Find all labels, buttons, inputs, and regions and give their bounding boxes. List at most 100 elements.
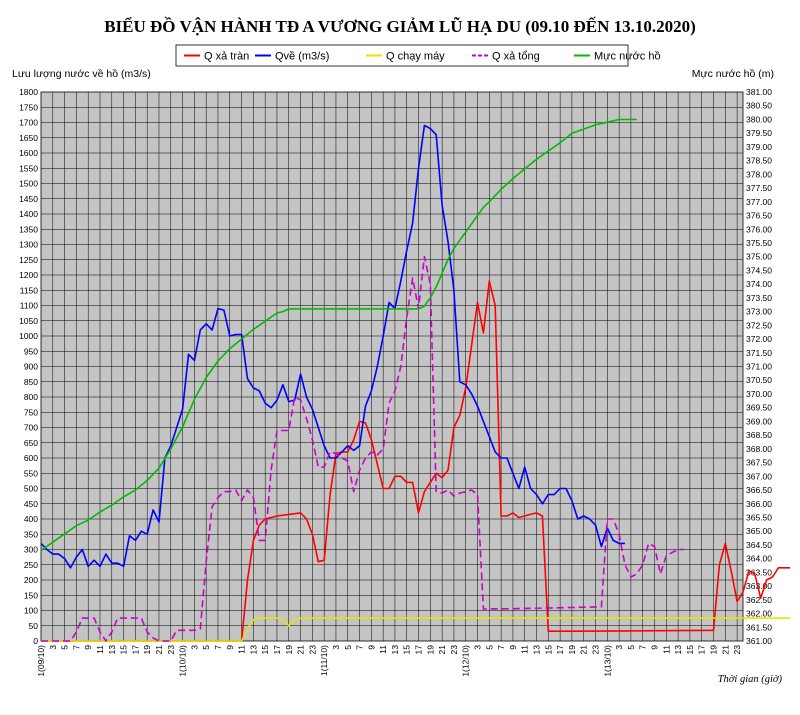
y-tick-label-left: 250 — [24, 560, 38, 570]
x-tick-label: 21 — [154, 645, 164, 655]
x-tick-label: 23 — [307, 645, 317, 655]
y-tick-label-left: 200 — [24, 575, 38, 585]
y-tick-label-left: 50 — [29, 621, 39, 631]
y-tick-label-right: 369.00 — [746, 416, 772, 426]
x-tick-label: 13 — [673, 645, 683, 655]
x-tick-label: 17 — [130, 645, 140, 655]
y-tick-label-right: 380.00 — [746, 114, 772, 124]
series-line-4 — [41, 255, 684, 642]
y-tick-label-right: 365.50 — [746, 512, 772, 522]
x-tick-label: 23 — [732, 645, 742, 655]
y-tick-label-left: 300 — [24, 545, 38, 555]
x-tick-label: 21 — [437, 645, 447, 655]
y-tick-label-left: 800 — [24, 392, 38, 402]
x-tick-label: 17 — [414, 645, 424, 655]
y-tick-label-left: 350 — [24, 529, 38, 539]
y-tick-label-right: 375.00 — [746, 252, 772, 262]
x-tick-label: 21 — [296, 645, 306, 655]
y-tick-label-left: 1650 — [19, 133, 38, 143]
y-tick-label-right: 364.50 — [746, 540, 772, 550]
y-tick-label-right: 372.50 — [746, 320, 772, 330]
x-tick-label: 3 — [614, 645, 624, 650]
x-tick-label: 23 — [449, 645, 459, 655]
x-axis: 1(09/10) 3 5 7 9 11 13 15 17 19 21 23 1(10/10) 3 5 7 9 11… — [36, 645, 742, 677]
y-tick-label-left: 1150 — [20, 285, 39, 295]
legend-box — [175, 44, 629, 67]
y-tick-label-left: 1400 — [19, 209, 38, 219]
x-tick-label: 7 — [638, 645, 648, 650]
x-tick-label: 1(12/10) — [461, 645, 471, 677]
x-tick-label: 11 — [237, 645, 247, 654]
y-tick-label-left: 750 — [24, 407, 38, 417]
x-tick-label: 3 — [189, 645, 199, 650]
legend: Q xả tràn Qvề (m3/s) Q chạy máy Q xả tổng Mự… — [175, 44, 661, 67]
y-tick-label-left: 900 — [24, 362, 38, 372]
y-tick-label-right: 369.50 — [746, 403, 772, 413]
x-tick-label: 1(10/10) — [178, 645, 188, 677]
x-tick-label: 23 — [591, 645, 601, 655]
y-tick-label-left: 1550 — [19, 163, 38, 173]
series-line-2 — [40, 124, 625, 569]
x-tick-label: 15 — [543, 645, 553, 655]
y-tick-label-right: 368.50 — [746, 430, 772, 440]
y-tick-label-right: 363.50 — [746, 567, 772, 577]
y-axis-title-right: Mực nước hồ (m) — [692, 68, 774, 80]
y-tick-label-right: 371.00 — [746, 362, 772, 372]
y-tick-label-right: 366.00 — [746, 499, 772, 509]
y-tick-label-right: 375.50 — [746, 238, 772, 248]
y-tick-label-right: 370.50 — [746, 375, 772, 385]
x-tick-label: 17 — [272, 645, 282, 655]
x-tick-label: 15 — [402, 645, 412, 655]
x-tick-label: 5 — [343, 645, 353, 650]
y-tick-label-left: 1200 — [19, 270, 38, 280]
x-tick-label: 11 — [95, 645, 105, 654]
y-tick-label-right: 362.50 — [746, 595, 772, 605]
x-tick-label: 1(09/10) — [36, 645, 46, 677]
x-tick-label: 7 — [496, 645, 506, 650]
y-tick-label-right: 370.00 — [746, 389, 772, 399]
x-tick-label: 11 — [378, 645, 388, 654]
y-tick-label-right: 361.00 — [746, 636, 772, 646]
x-tick-label: 11 — [661, 645, 671, 654]
x-tick-label: 5 — [626, 645, 636, 650]
chart-title: BIỂU ĐỒ VẬN HÀNH TĐ A VƯƠNG GIẢM LŨ HẠ D… — [104, 16, 696, 36]
y-tick-label-left: 450 — [24, 499, 38, 509]
y-tick-label-right: 377.50 — [746, 183, 772, 193]
x-axis-title: Thời gian (giờ) — [718, 674, 783, 685]
x-tick-label: 19 — [284, 645, 294, 655]
x-tick-label: 13 — [532, 645, 542, 655]
y-tick-label-left: 1050 — [19, 316, 38, 326]
x-tick-label: 5 — [484, 645, 494, 650]
y-axis-right: 361.00 361.50 362.00 362.50 363.00 363.50 364.… — [746, 87, 772, 646]
x-tick-label: 21 — [579, 645, 589, 655]
x-tick-label: 19 — [567, 645, 577, 655]
y-tick-label-right: 372.00 — [746, 334, 772, 344]
legend-label: Mực nước hồ — [594, 51, 661, 63]
legend-label: Q chạy máy — [386, 51, 445, 63]
y-tick-label-right: 374.50 — [746, 265, 772, 275]
y-tick-label-right: 366.50 — [746, 485, 772, 495]
y-tick-label-left: 1800 — [19, 87, 38, 97]
y-tick-label-left: 500 — [24, 484, 38, 494]
y-tick-label-left: 1100 — [20, 301, 39, 311]
x-tick-label: 7 — [355, 645, 365, 650]
y-tick-label-right: 363.00 — [746, 581, 772, 591]
y-tick-label-left: 950 — [24, 346, 38, 356]
x-tick-label: 1(13/10) — [602, 645, 612, 677]
x-tick-label: 19 — [425, 645, 435, 655]
y-tick-label-left: 1600 — [19, 148, 38, 158]
y-tick-label-right: 362.00 — [746, 609, 772, 619]
x-tick-label: 7 — [213, 645, 223, 650]
y-tick-label-left: 0 — [33, 636, 38, 646]
y-tick-label-right: 364.00 — [746, 554, 772, 564]
y-tick-label-right: 373.00 — [746, 307, 772, 317]
series-line-3 — [41, 617, 791, 642]
y-tick-label-right: 379.50 — [746, 128, 772, 138]
y-tick-label-right: 381.00 — [746, 87, 772, 97]
x-tick-label: 15 — [119, 645, 129, 655]
gridlines — [41, 92, 743, 641]
x-tick-label: 7 — [71, 645, 81, 650]
y-tick-label-right: 378.50 — [746, 156, 772, 166]
legend-label: Q xả tổng — [492, 51, 540, 63]
